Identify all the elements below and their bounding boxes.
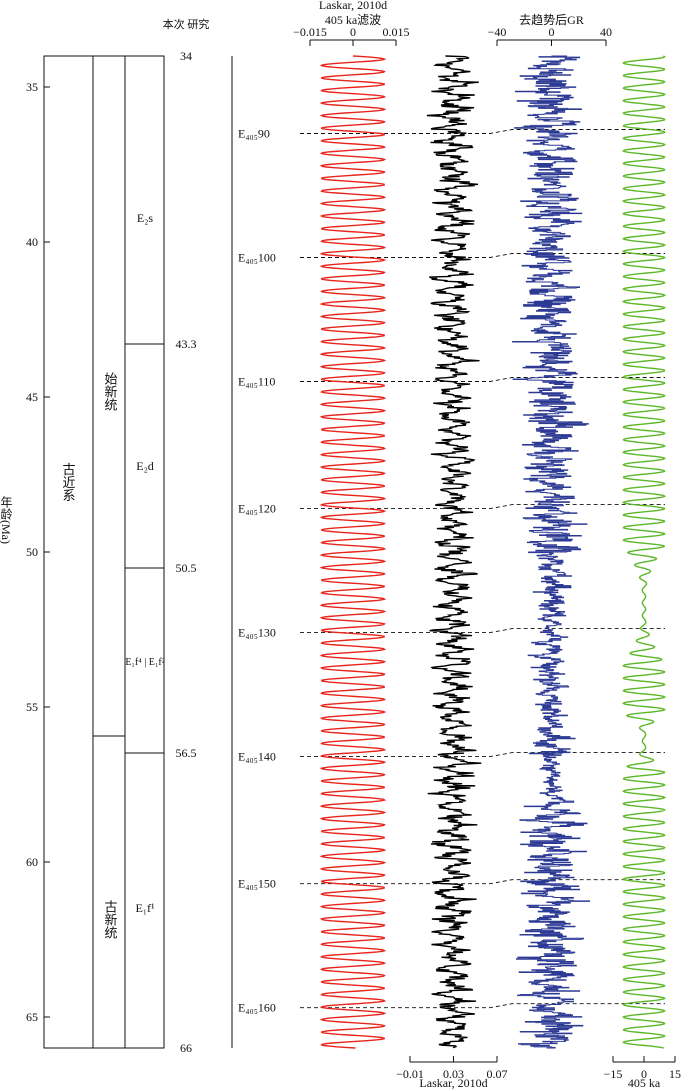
boundary-age: 50.5 [176,561,197,575]
series-axis-tick-label: 0.03 [443,1067,464,1081]
series-axis-tick-label: 0 [350,25,356,39]
cycle-markers: E₄₀₅90 E₄₀₅100 E₄₀₅110 E₄₀₅120 E₄₀₅130 E₄₀₅14… [238,127,665,1015]
series-axis-tick-label: 15 [669,1067,681,1081]
boundary-age: 34 [180,49,192,63]
series-axis-tick-label: −40 [488,25,507,39]
series-axis-tick-label: −15 [604,1067,623,1081]
unit-label: E₁f¹ [135,901,155,915]
boundary-age: 43.3 [176,337,197,351]
cycle-correlation-line [300,504,665,510]
series-line [319,55,387,1049]
cycle-label: E₄₀₅110 [238,375,275,389]
cycle-label: E₄₀₅140 [238,750,276,764]
system-label: 古近系 [61,463,76,502]
cycle-label: E₄₀₅130 [238,626,276,640]
unit-label: E₁f⁴ | E₁f² [125,657,164,668]
cycle-correlation-line [300,1003,665,1009]
unit-label: E₂s [137,211,154,225]
age-tick-label: 55 [26,700,38,714]
cycle-correlation-line [300,628,665,634]
age-tick-label: 45 [26,390,38,404]
age-tick-label: 50 [26,545,38,559]
boundary-age: 56.5 [176,746,197,760]
age-tick-label: 40 [26,235,38,249]
unit-label: E₂d [136,459,154,473]
cycle-correlation-line [300,377,665,382]
series-label: 古新统 [103,900,118,940]
series-axis-tick-label: 40 [600,25,612,39]
series-axis-label: Laskar, 2010d [419,1076,487,1090]
cycle-label: E₄₀₅100 [238,251,276,265]
boundary-age: 66 [180,1041,192,1055]
series-line [426,55,482,1049]
cycle-label: E₄₀₅150 [238,877,276,891]
series-line [512,55,590,1049]
series-axis-tick-label: −0.01 [396,1067,424,1081]
age-tick-label: 35 [26,80,38,94]
series-line [621,55,667,1049]
cycle-label: E₄₀₅90 [238,127,270,141]
series-axis-label: 去趋势后GR [519,13,584,27]
curves [319,55,667,1049]
series-axis-tick-label: 0.07 [487,1067,508,1081]
series-axis-tick-label: 0 [549,25,555,39]
series-axis-label: Laskar, 2010d [319,0,387,12]
cycle-correlation-line [300,879,665,885]
series-axis-tick-label: 0 [641,1067,647,1081]
age-tick-label: 65 [26,1010,38,1024]
strat-column: 古近系 始新统 古新统 E₂s E₂d E₁f⁴ | E₁f² E₁f¹ 本次 … [0,17,209,1055]
series-axis-tick-label: 0.015 [383,25,410,39]
age-ticks: 35 40 45 50 55 60 65 [26,80,50,1024]
cycle-label: E₄₀₅160 [238,1001,276,1015]
cycle-correlation-line [300,752,665,758]
cycle-correlation-line [300,129,665,134]
series-axis-label: 405 ka滤波 [325,13,381,27]
cycle-label: E₄₀₅120 [238,502,276,516]
age-axis-label: 年龄(Ma) [0,496,13,544]
boundary-header: 本次 研究 [163,17,210,31]
age-tick-label: 60 [26,855,38,869]
cycle-correlation-line [300,253,665,258]
series-axis-label: 405 ka [628,1076,661,1090]
series-label: 始新统 [103,372,118,412]
series-axis-tick-label: −0.015 [293,25,327,39]
